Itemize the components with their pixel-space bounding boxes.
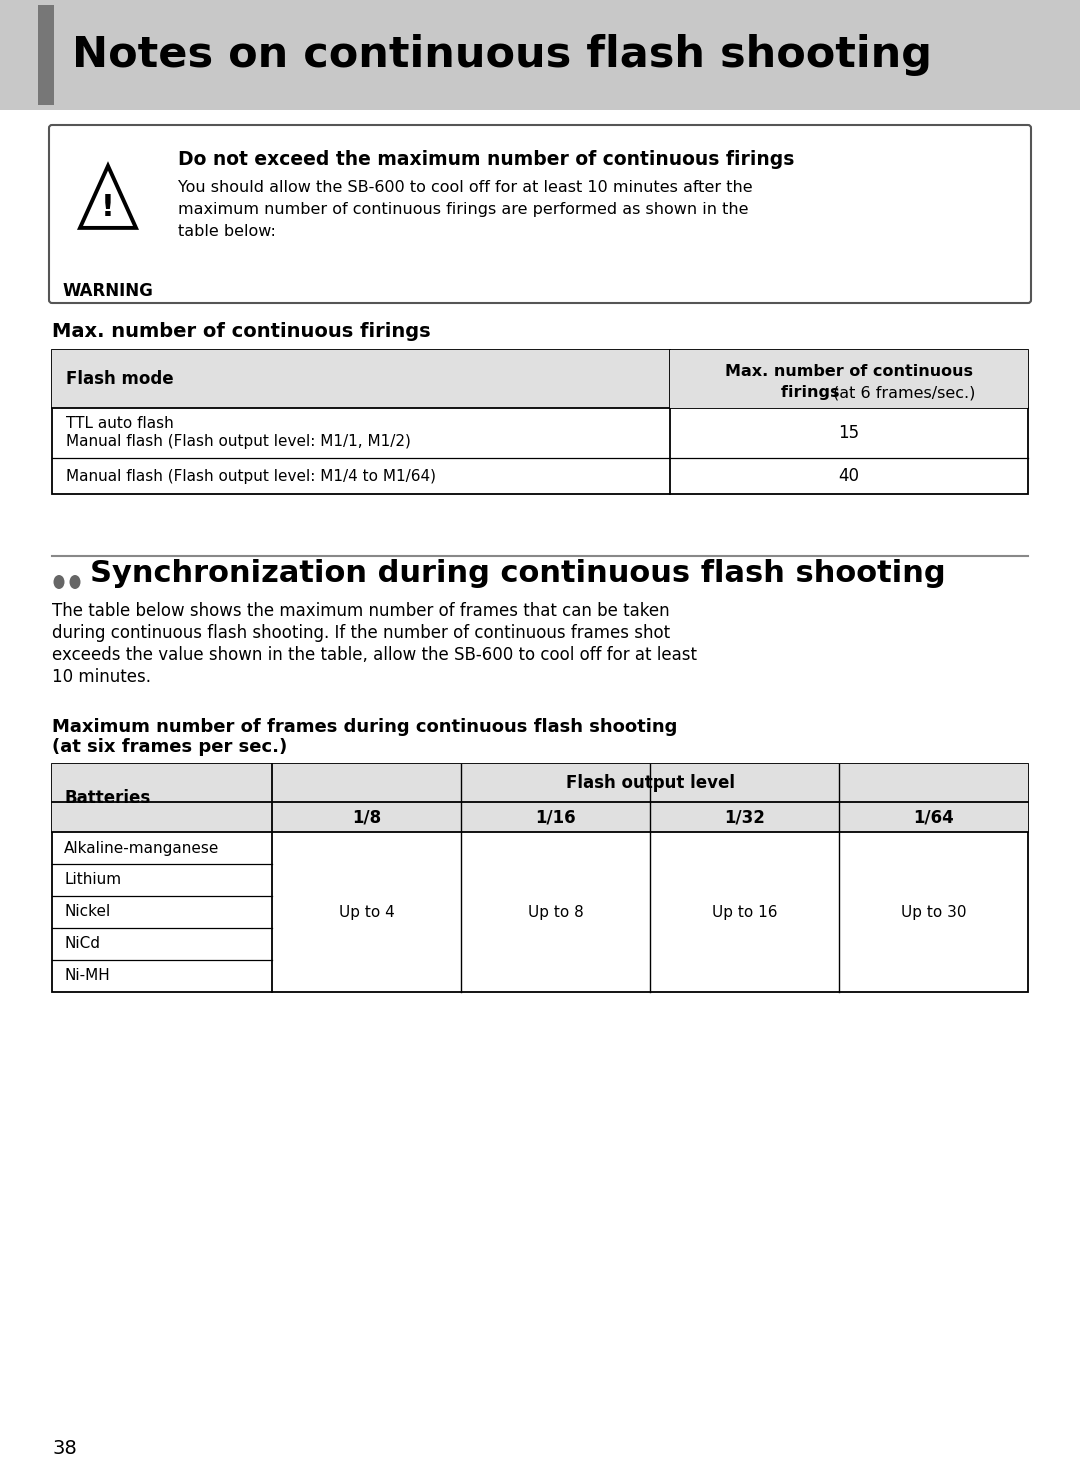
Text: Up to 30: Up to 30 — [901, 905, 967, 919]
Ellipse shape — [54, 575, 65, 589]
Text: Flash output level: Flash output level — [566, 774, 734, 792]
Ellipse shape — [69, 575, 81, 589]
Text: Notes on continuous flash shooting: Notes on continuous flash shooting — [72, 34, 932, 76]
Text: WARNING: WARNING — [63, 282, 153, 300]
Polygon shape — [80, 166, 136, 228]
Text: The table below shows the maximum number of frames that can be taken: The table below shows the maximum number… — [52, 602, 670, 620]
Text: 1/16: 1/16 — [536, 808, 576, 826]
FancyBboxPatch shape — [49, 125, 1031, 303]
Text: TTL auto flash: TTL auto flash — [66, 417, 174, 432]
Bar — [272, 802, 1028, 832]
Text: Do not exceed the maximum number of continuous firings: Do not exceed the maximum number of cont… — [178, 150, 795, 169]
Text: exceeds the value shown in the table, allow the SB-600 to cool off for at least: exceeds the value shown in the table, al… — [52, 647, 697, 664]
Bar — [52, 350, 1028, 408]
Text: Alkaline-manganese: Alkaline-manganese — [64, 841, 219, 856]
Bar — [272, 764, 1028, 802]
Bar — [38, 4, 54, 105]
Text: Lithium: Lithium — [64, 872, 121, 887]
Text: during continuous flash shooting. If the number of continuous frames shot: during continuous flash shooting. If the… — [52, 624, 670, 642]
Text: 38: 38 — [52, 1439, 77, 1458]
Text: Flash mode: Flash mode — [66, 369, 174, 389]
Text: 1/64: 1/64 — [913, 808, 954, 826]
Text: Ni-MH: Ni-MH — [64, 968, 110, 983]
Text: NiCd: NiCd — [64, 936, 100, 952]
Text: firings (at 6 frames/sec.): firings (at 6 frames/sec.) — [737, 384, 961, 399]
Text: (at 6 frames/sec.): (at 6 frames/sec.) — [833, 386, 975, 400]
Text: 1/8: 1/8 — [352, 808, 381, 826]
Text: table below:: table below: — [178, 224, 275, 239]
Text: Max. number of continuous: Max. number of continuous — [725, 363, 973, 380]
Text: Up to 8: Up to 8 — [528, 905, 583, 919]
Text: Max. number of continuous firings: Max. number of continuous firings — [52, 322, 431, 341]
Bar — [52, 764, 1028, 992]
Text: 40: 40 — [838, 467, 860, 485]
Text: Manual flash (Flash output level: M1/1, M1/2): Manual flash (Flash output level: M1/1, … — [66, 435, 410, 449]
Text: Max. number of continuous
firings: Max. number of continuous firings — [725, 354, 973, 387]
Bar — [670, 350, 1028, 408]
Text: maximum number of continuous firings are performed as shown in the: maximum number of continuous firings are… — [178, 202, 748, 217]
Text: 15: 15 — [838, 424, 860, 442]
Bar — [0, 0, 1080, 110]
Text: !: ! — [102, 193, 114, 222]
Text: You should allow the SB-600 to cool off for at least 10 minutes after the: You should allow the SB-600 to cool off … — [178, 179, 753, 194]
Text: Maximum number of frames during continuous flash shooting: Maximum number of frames during continuo… — [52, 718, 677, 736]
Text: 10 minutes.: 10 minutes. — [52, 667, 151, 687]
Text: Up to 16: Up to 16 — [712, 905, 778, 919]
Text: Max. number of continuous: Max. number of continuous — [725, 366, 973, 381]
Bar — [52, 764, 272, 832]
Text: 1/32: 1/32 — [724, 808, 765, 826]
Text: Batteries: Batteries — [64, 789, 150, 807]
Text: Synchronization during continuous flash shooting: Synchronization during continuous flash … — [90, 559, 946, 589]
Text: Nickel: Nickel — [64, 905, 110, 919]
Bar — [52, 350, 1028, 494]
Text: firings: firings — [781, 386, 846, 400]
Text: Up to 4: Up to 4 — [339, 905, 394, 919]
Text: (at six frames per sec.): (at six frames per sec.) — [52, 739, 287, 756]
Text: Manual flash (Flash output level: M1/4 to M1/64): Manual flash (Flash output level: M1/4 t… — [66, 469, 436, 483]
